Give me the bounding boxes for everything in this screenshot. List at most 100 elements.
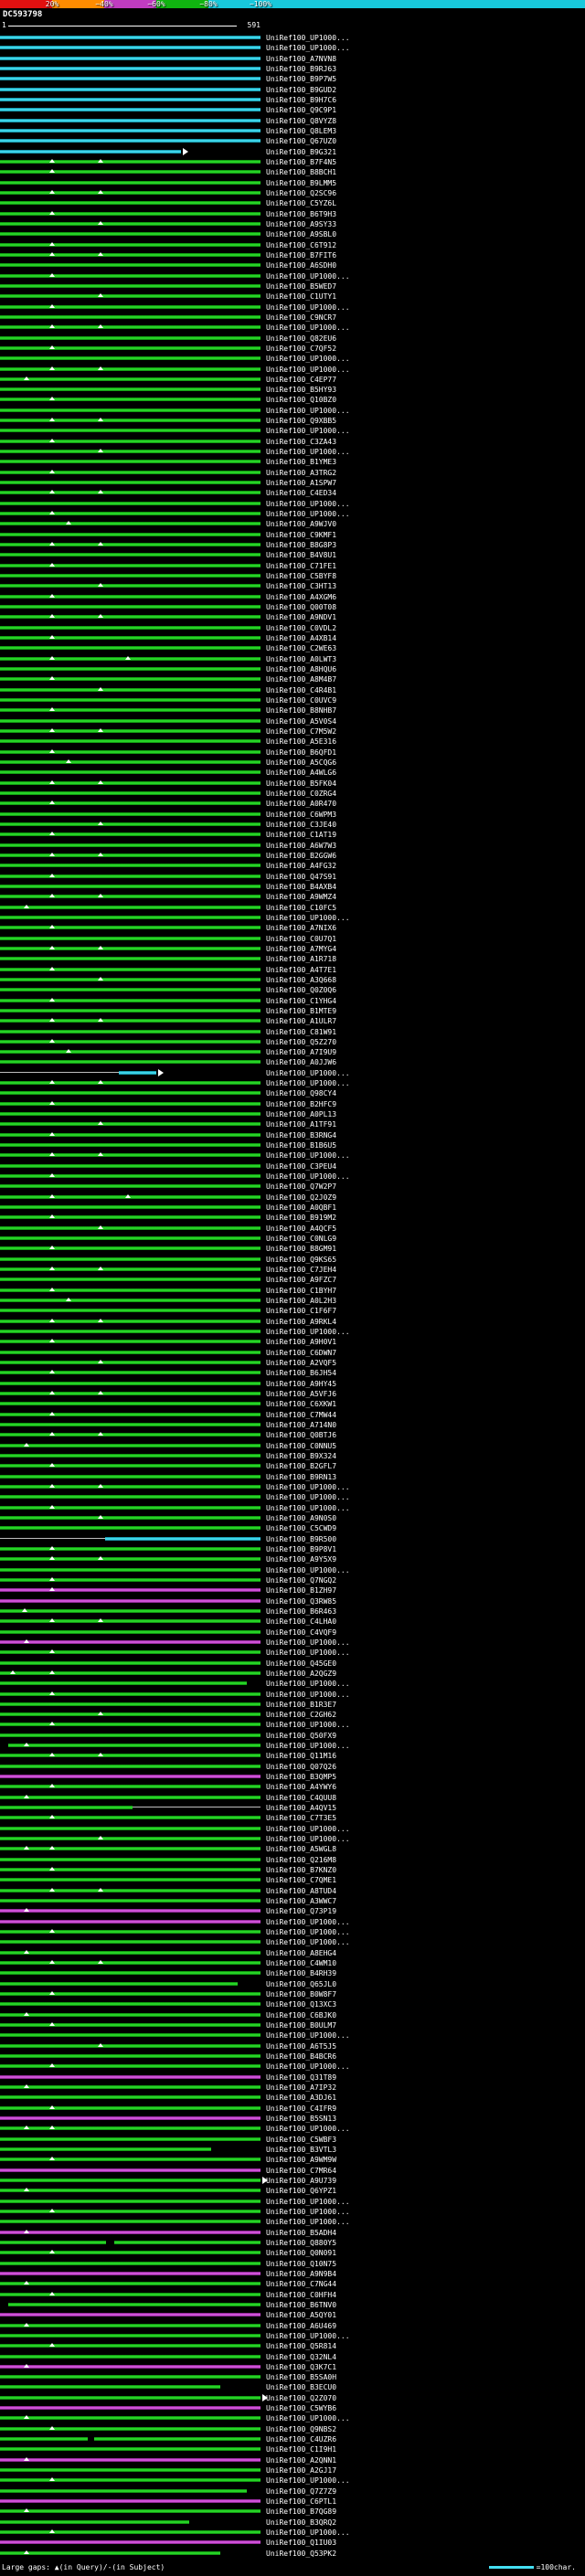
hit-bar[interactable] xyxy=(0,936,261,940)
hit-label[interactable]: UniRef100_UP1000... xyxy=(266,44,350,53)
hit-label[interactable]: UniRef100_C3HT13 xyxy=(266,582,337,591)
hit-label[interactable]: UniRef100_A7I9U9 xyxy=(266,1048,337,1057)
hit-bar[interactable] xyxy=(0,1971,261,1976)
hit-bar[interactable] xyxy=(0,615,261,620)
hit-bar[interactable] xyxy=(0,1381,261,1385)
hit-row[interactable]: UniRef100_Q2J0Z9 xyxy=(0,1193,585,1203)
hit-label[interactable]: UniRef100_Q67UZ0 xyxy=(266,137,337,146)
hit-bar[interactable] xyxy=(0,2478,261,2483)
hit-row[interactable]: UniRef100_A5VFJ6 xyxy=(0,1389,585,1399)
hit-row[interactable]: UniRef100_B8NHB7 xyxy=(0,705,585,716)
hit-row[interactable]: UniRef100_UP1000... xyxy=(0,2207,585,2217)
hit-row[interactable]: UniRef100_UP1000... xyxy=(0,1068,585,1078)
hit-bar[interactable] xyxy=(0,2095,261,2100)
hit-row[interactable]: UniRef100_C3JE40 xyxy=(0,820,585,830)
hit-label[interactable]: UniRef100_Q10BZ0 xyxy=(266,396,337,405)
hit-row[interactable]: UniRef100_Q0N091 xyxy=(0,2248,585,2258)
hit-label[interactable]: UniRef100_A7NIX6 xyxy=(266,924,337,933)
hit-row[interactable]: UniRef100_A2QGZ9 xyxy=(0,1669,585,1679)
hit-row[interactable]: UniRef100_C2GH62 xyxy=(0,1710,585,1720)
hit-row[interactable]: UniRef100_C0NNU5 xyxy=(0,1441,585,1451)
hit-row[interactable]: UniRef100_A3Q668 xyxy=(0,975,585,985)
hit-row[interactable]: UniRef100_B4BCR6 xyxy=(0,2051,585,2062)
hit-label[interactable]: UniRef100_C7T3E5 xyxy=(266,1814,337,1823)
hit-label[interactable]: UniRef100_C9NCR7 xyxy=(266,313,337,322)
hit-label[interactable]: UniRef100_C1I9H1 xyxy=(266,2445,337,2454)
hit-label[interactable]: UniRef100_Q47S91 xyxy=(266,872,337,881)
hit-label[interactable]: UniRef100_B3ECU0 xyxy=(266,2383,337,2392)
hit-row[interactable]: UniRef100_C7JEH4 xyxy=(0,1265,585,1275)
hit-bar[interactable] xyxy=(0,1868,261,1872)
hit-label[interactable]: UniRef100_B1MTE9 xyxy=(266,1006,337,1015)
hit-row[interactable]: UniRef100_Q5R814 xyxy=(0,2341,585,2351)
hit-row[interactable]: UniRef100_C1I9H1 xyxy=(0,2444,585,2454)
hit-row[interactable]: UniRef100_C0NLG9 xyxy=(0,1234,585,1244)
hit-label[interactable]: UniRef100_UP1000... xyxy=(266,365,350,374)
hit-bar[interactable] xyxy=(0,874,261,878)
hit-bar[interactable] xyxy=(0,170,261,175)
hit-label[interactable]: UniRef100_C0VDL2 xyxy=(266,623,337,632)
hit-bar[interactable] xyxy=(0,1091,261,1096)
hit-row[interactable]: UniRef100_C1F6F7 xyxy=(0,1306,585,1316)
hit-label[interactable]: UniRef100_UP1000... xyxy=(266,2062,350,2072)
hit-row[interactable]: UniRef100_C7NG44 xyxy=(0,2279,585,2289)
hit-label[interactable]: UniRef100_A8TUD4 xyxy=(266,1886,337,1895)
hit-row[interactable]: UniRef100_UP1000... xyxy=(0,1690,585,1700)
hit-row[interactable]: UniRef100_UP1000... xyxy=(0,1565,585,1575)
hit-label[interactable]: UniRef100_UP1000... xyxy=(266,1824,350,1833)
hit-row[interactable]: UniRef100_UP1000... xyxy=(0,2124,585,2134)
hit-bar[interactable] xyxy=(0,1546,261,1551)
hit-label[interactable]: UniRef100_UP1000... xyxy=(266,2414,350,2423)
hit-label[interactable]: UniRef100_B5HY93 xyxy=(266,386,337,395)
hit-bar[interactable] xyxy=(0,2105,261,2110)
hit-label[interactable]: UniRef100_Q0BTJ6 xyxy=(266,1431,337,1440)
hit-bar[interactable] xyxy=(0,1495,261,1500)
hit-row[interactable]: UniRef100_UP1000... xyxy=(0,2528,585,2538)
hit-row[interactable]: UniRef100_A3TRG2 xyxy=(0,468,585,478)
hit-bar[interactable] xyxy=(0,87,261,91)
hit-bar[interactable] xyxy=(0,1847,261,1851)
hit-row[interactable]: UniRef100_Q10BZ0 xyxy=(0,395,585,405)
hit-row[interactable]: UniRef100_Q47S91 xyxy=(0,872,585,882)
hit-bar[interactable] xyxy=(0,2230,261,2234)
hit-bar[interactable] xyxy=(0,1567,261,1572)
hit-label[interactable]: UniRef100_A5VFJ6 xyxy=(266,1389,337,1398)
hit-row[interactable]: UniRef100_Q8LEM3 xyxy=(0,126,585,136)
hit-row[interactable]: UniRef100_C0UVC9 xyxy=(0,695,585,705)
hit-row[interactable]: UniRef100_Q45GE0 xyxy=(0,1659,585,1669)
hit-label[interactable]: UniRef100_UP1000... xyxy=(266,2528,350,2538)
hit-label[interactable]: UniRef100_C3PEU4 xyxy=(266,1161,337,1171)
hit-label[interactable]: UniRef100_B6TNV0 xyxy=(266,2300,337,2309)
hit-bar[interactable] xyxy=(0,1733,261,1737)
hit-row[interactable]: UniRef100_A9WJV0 xyxy=(0,519,585,529)
hit-row[interactable]: UniRef100_A9FZC7 xyxy=(0,1275,585,1285)
hit-row[interactable]: UniRef100_C1BYH7 xyxy=(0,1286,585,1296)
hit-bar[interactable] xyxy=(0,2043,261,2048)
hit-bar[interactable] xyxy=(0,605,261,610)
hit-bar[interactable] xyxy=(0,345,261,350)
hit-bar[interactable] xyxy=(0,1681,248,1686)
hit-row[interactable]: UniRef100_B5ADH4 xyxy=(0,2228,585,2238)
hit-row[interactable]: UniRef100_A8TUD4 xyxy=(0,1886,585,1896)
hit-label[interactable]: UniRef100_UP1000... xyxy=(266,2125,350,2134)
hit-label[interactable]: UniRef100_UP1000... xyxy=(266,1151,350,1161)
hit-bar[interactable] xyxy=(0,139,261,143)
hit-label[interactable]: UniRef100_C5WYB6 xyxy=(266,2404,337,2413)
hit-row[interactable]: UniRef100_UP1000... xyxy=(0,33,585,43)
hit-label[interactable]: UniRef100_C5YZ6L xyxy=(266,199,337,208)
hit-bar[interactable] xyxy=(0,1205,261,1210)
hit-bar[interactable] xyxy=(0,1608,261,1613)
hit-row[interactable]: UniRef100_C0VDL2 xyxy=(0,623,585,633)
hit-row[interactable]: UniRef100_UP1000... xyxy=(0,2197,585,2207)
hit-row[interactable]: UniRef100_UP1000... xyxy=(0,1937,585,1947)
hit-bar[interactable] xyxy=(0,1402,261,1406)
hit-bar[interactable] xyxy=(0,470,261,474)
hit-label[interactable]: UniRef100_Q6YPZ1 xyxy=(266,2187,337,2196)
hit-label[interactable]: UniRef100_Q9KS65 xyxy=(266,1255,337,1264)
hit-row[interactable]: UniRef100_A4XB14 xyxy=(0,633,585,643)
hit-bar[interactable] xyxy=(0,790,261,795)
hit-row[interactable]: UniRef100_C9NCR7 xyxy=(0,313,585,323)
hit-bar[interactable] xyxy=(0,2261,261,2265)
hit-row[interactable]: UniRef100_A4WLG6 xyxy=(0,768,585,778)
hit-label[interactable]: UniRef100_B5SN13 xyxy=(266,2114,337,2123)
